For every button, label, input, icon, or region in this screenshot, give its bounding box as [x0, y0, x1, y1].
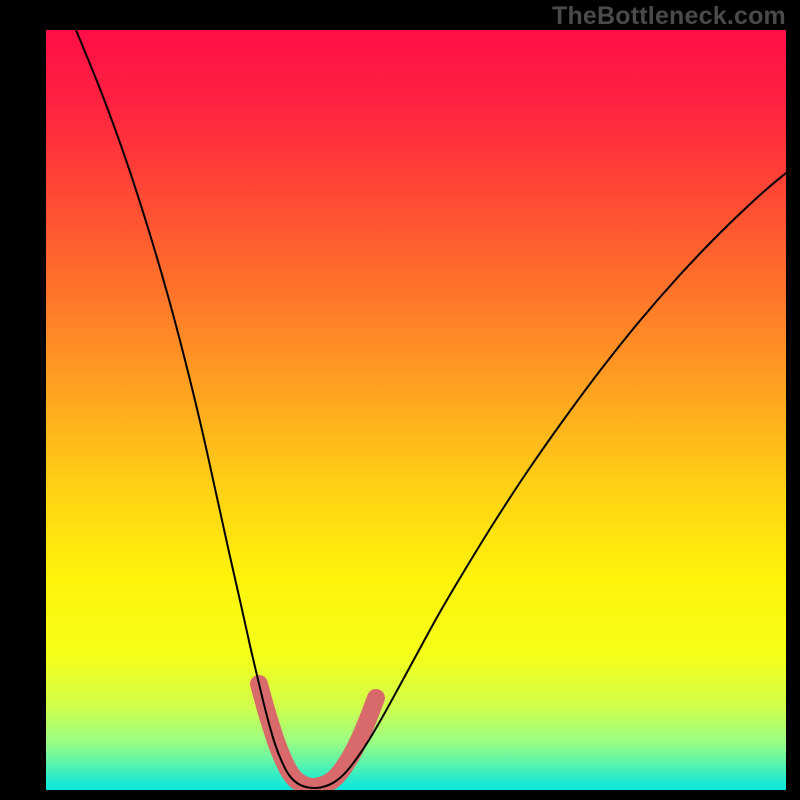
watermark-text: TheBottleneck.com	[552, 2, 786, 31]
gradient-background	[46, 30, 786, 790]
chart-frame: TheBottleneck.com	[0, 0, 800, 800]
bottleneck-chart	[46, 30, 786, 790]
plot-area	[46, 30, 786, 790]
